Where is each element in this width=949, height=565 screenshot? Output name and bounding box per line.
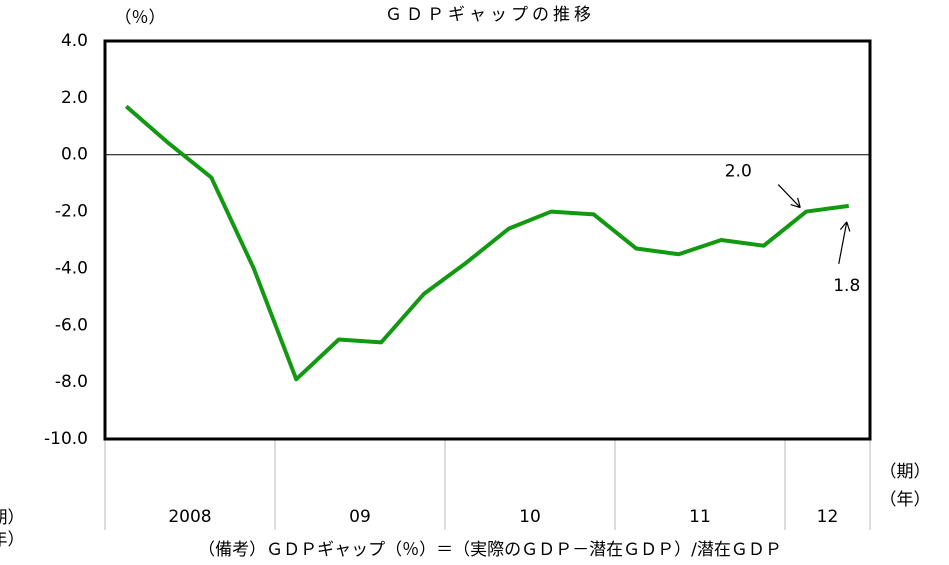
plot-frame bbox=[103, 39, 872, 441]
x-tick-label: 10 bbox=[519, 507, 541, 527]
y-tick-label: -10.0 bbox=[44, 429, 88, 449]
x-axis-label: （期） bbox=[880, 462, 931, 482]
x-tick-label: 09 bbox=[349, 507, 371, 527]
annotation-arrow bbox=[839, 221, 848, 230]
annotation-arrow bbox=[838, 221, 848, 264]
data-label: 2.0 bbox=[725, 162, 752, 182]
x-axis-label: （年） bbox=[880, 490, 931, 510]
y-tick-label: -8.0 bbox=[55, 372, 88, 392]
annotation-arrow bbox=[846, 221, 851, 232]
y-tick-label: -4.0 bbox=[55, 258, 88, 278]
y-tick-label: -2.0 bbox=[55, 202, 88, 222]
x-tick-label: 11 bbox=[689, 507, 711, 527]
x-tick-label: 12 bbox=[817, 507, 839, 527]
line-series bbox=[124, 104, 850, 382]
x-tick-label: 2008 bbox=[168, 507, 211, 527]
y-tick-label: 2.0 bbox=[61, 88, 88, 108]
x-axis-label: （年） bbox=[0, 530, 25, 550]
chart-title: ＧＤＰギャップの推移 bbox=[385, 5, 595, 25]
annotation-arrow bbox=[797, 197, 801, 208]
annotation-arrow bbox=[790, 203, 801, 209]
y-tick-label: 0.0 bbox=[61, 145, 88, 165]
x-axis-label: （期） bbox=[0, 508, 25, 528]
y-tick-label: 4.0 bbox=[61, 31, 88, 51]
y-tick-label: -6.0 bbox=[55, 315, 88, 335]
note: （備考）ＧＤＰギャップ（％）＝（実際のＧＤＰ－潜在ＧＤＰ）/潜在ＧＤＰ bbox=[198, 540, 782, 560]
annotation-arrow bbox=[777, 184, 801, 208]
y-axis-label: （％） bbox=[115, 8, 166, 28]
data-label: 1.8 bbox=[833, 276, 860, 296]
